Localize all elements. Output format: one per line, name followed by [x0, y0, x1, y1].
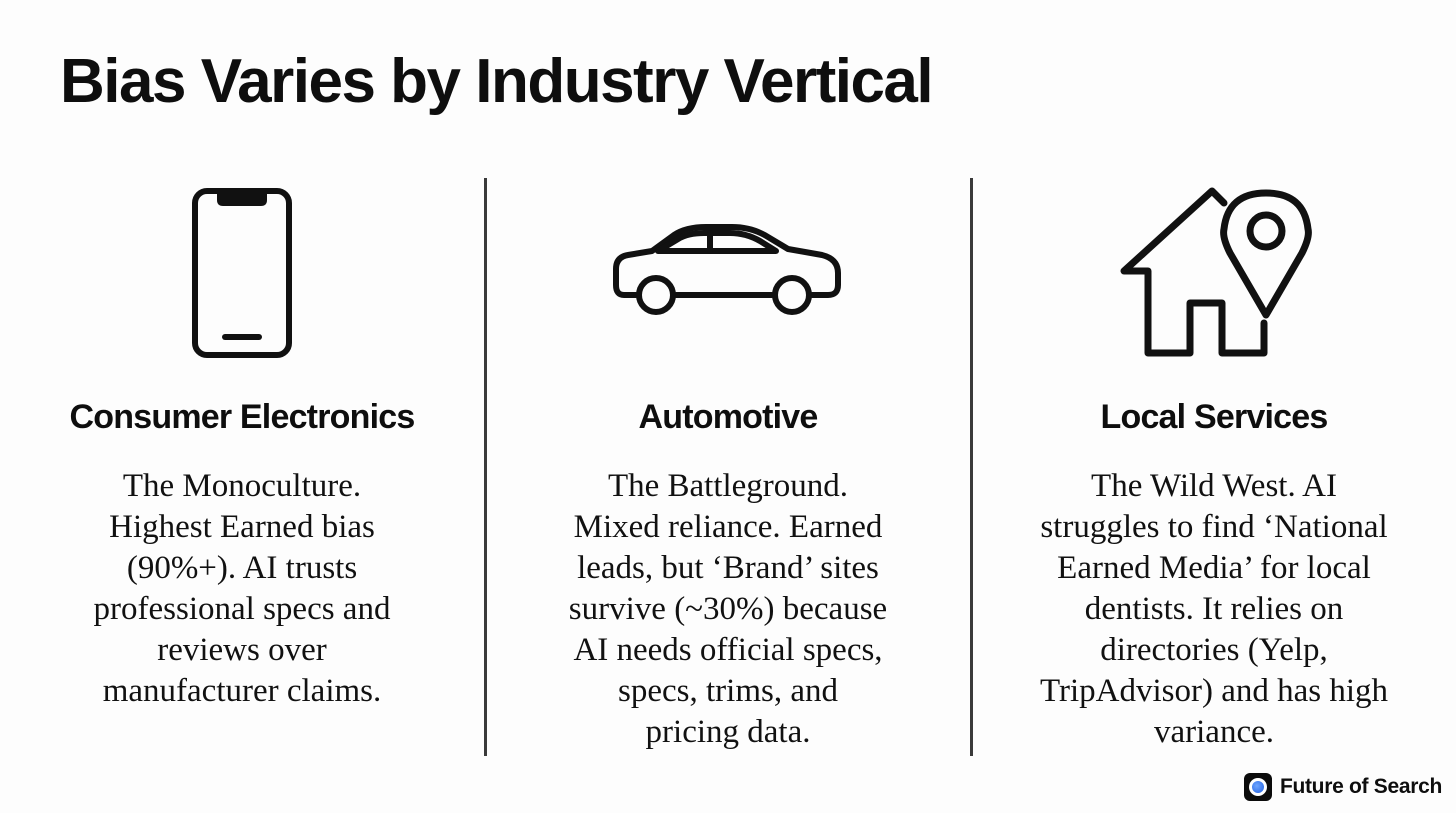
column-heading: Consumer Electronics: [69, 398, 416, 436]
body-line: variance.: [1154, 714, 1274, 750]
body-line: The Wild West. AI: [1091, 468, 1337, 504]
body-line: Mixed reliance. Earned: [573, 509, 883, 545]
body-line: Highest Earned bias: [109, 509, 375, 545]
column-body: The Battleground. Mixed reliance. Earned…: [508, 466, 948, 753]
slide-title: Bias Varies by Industry Vertical: [60, 47, 934, 116]
body-line: specs, trims, and: [618, 673, 838, 709]
body-line: The Battleground.: [607, 468, 849, 504]
column-body: The Monoculture. Highest Earned bias (90…: [22, 466, 462, 712]
brand-name: Future of Search: [1279, 775, 1442, 798]
column-heading: Local Services: [1100, 398, 1329, 436]
body-line: AI needs official specs,: [573, 632, 883, 668]
column-automotive: Automotive The Battleground. Mixed relia…: [508, 0, 948, 813]
house-location-pin-icon: [994, 180, 1434, 365]
body-line: dentists. It relies on: [1084, 591, 1344, 627]
brand-watermark: Future of Search: [1243, 773, 1442, 801]
body-line: reviews over: [157, 632, 327, 668]
column-divider-left: [484, 178, 487, 756]
body-line: pricing data.: [645, 714, 811, 750]
body-line: manufacturer claims.: [102, 673, 382, 709]
body-line: directories (Yelp,: [1100, 632, 1328, 668]
column-body: The Wild West. AI struggles to find ‘Nat…: [994, 466, 1434, 753]
column-local-services: Local Services The Wild West. AI struggl…: [994, 0, 1434, 813]
future-of-search-logo-icon: [1243, 773, 1272, 801]
column-consumer-electronics: Consumer Electronics The Monoculture. Hi…: [22, 0, 462, 813]
body-line: (90%+). AI trusts: [126, 550, 358, 586]
body-line: TripAdvisor) and has high: [1039, 673, 1389, 709]
body-line: Earned Media’ for local: [1057, 550, 1371, 586]
column-divider-right: [970, 178, 973, 756]
column-heading: Automotive: [638, 398, 818, 436]
body-line: struggles to find ‘National: [1040, 509, 1388, 545]
body-line: survive (~30%) because: [568, 591, 888, 627]
car-icon: [508, 180, 948, 365]
smartphone-icon: [22, 180, 462, 365]
body-line: leads, but ‘Brand’ sites: [577, 550, 879, 586]
body-line: professional specs and: [93, 591, 391, 627]
body-line: The Monoculture.: [122, 468, 362, 504]
